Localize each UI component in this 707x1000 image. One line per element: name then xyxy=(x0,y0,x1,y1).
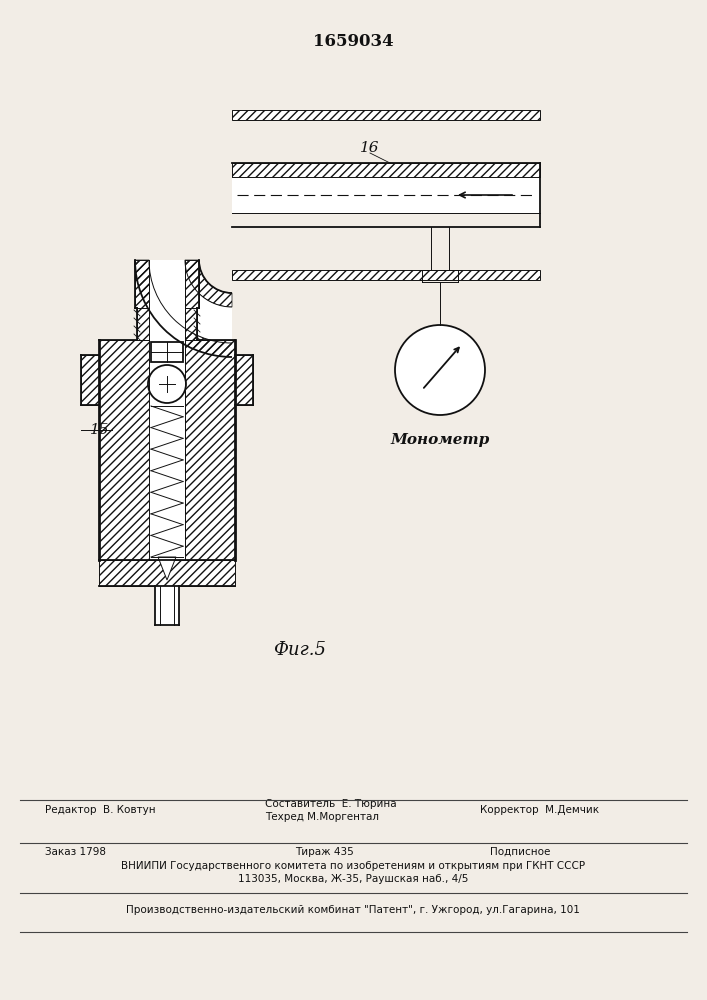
Text: Тираж 435: Тираж 435 xyxy=(295,847,354,857)
Bar xyxy=(185,260,199,308)
Text: Подписное: Подписное xyxy=(490,847,550,857)
Bar xyxy=(149,260,185,308)
Bar xyxy=(99,560,235,586)
Bar xyxy=(232,163,540,177)
Bar xyxy=(232,185,540,205)
Text: Техред М.Моргентал: Техред М.Моргентал xyxy=(265,812,379,822)
Bar xyxy=(135,260,149,308)
Text: Редактор  В. Ковтун: Редактор В. Ковтун xyxy=(45,805,156,815)
Bar xyxy=(99,560,235,586)
Bar xyxy=(155,586,179,625)
Text: ВНИИПИ Государственного комитета по изобретениям и открытиям при ГКНТ СССР: ВНИИПИ Государственного комитета по изоб… xyxy=(121,861,585,871)
Text: Монометр: Монометр xyxy=(390,433,490,447)
Polygon shape xyxy=(135,260,232,357)
Bar xyxy=(232,270,540,280)
Bar xyxy=(185,340,235,560)
Text: Фиг.5: Фиг.5 xyxy=(274,641,327,659)
Bar xyxy=(81,355,99,405)
Circle shape xyxy=(148,365,186,403)
Bar xyxy=(185,260,199,308)
Bar xyxy=(235,355,253,405)
Polygon shape xyxy=(158,557,176,580)
Bar xyxy=(232,177,540,213)
Bar xyxy=(149,340,185,560)
Bar xyxy=(137,308,149,340)
Bar xyxy=(151,342,183,362)
Bar xyxy=(232,110,540,120)
Circle shape xyxy=(395,325,485,415)
Text: Составитель  Е. Тюрина: Составитель Е. Тюрина xyxy=(265,799,397,809)
Bar xyxy=(235,355,253,405)
Bar xyxy=(149,308,185,340)
Bar xyxy=(232,163,540,177)
Text: Корректор  М.Демчик: Корректор М.Демчик xyxy=(480,805,599,815)
Bar xyxy=(99,340,149,560)
Bar xyxy=(135,260,149,308)
Polygon shape xyxy=(185,260,232,307)
Bar xyxy=(81,355,99,405)
Bar xyxy=(137,308,149,340)
Bar xyxy=(185,308,197,340)
Bar xyxy=(232,270,540,280)
Text: Заказ 1798: Заказ 1798 xyxy=(45,847,106,857)
Text: Производственно-издательский комбинат "Патент", г. Ужгород, ул.Гагарина, 101: Производственно-издательский комбинат "П… xyxy=(126,905,580,915)
Polygon shape xyxy=(149,260,232,343)
Text: 16: 16 xyxy=(361,141,380,155)
Text: 15: 15 xyxy=(90,423,110,437)
Text: 113035, Москва, Ж-35, Раушская наб., 4/5: 113035, Москва, Ж-35, Раушская наб., 4/5 xyxy=(238,874,468,884)
Bar xyxy=(232,110,540,120)
Bar xyxy=(185,340,235,560)
Text: 1659034: 1659034 xyxy=(312,33,393,50)
Bar xyxy=(99,340,149,560)
Bar xyxy=(185,308,197,340)
